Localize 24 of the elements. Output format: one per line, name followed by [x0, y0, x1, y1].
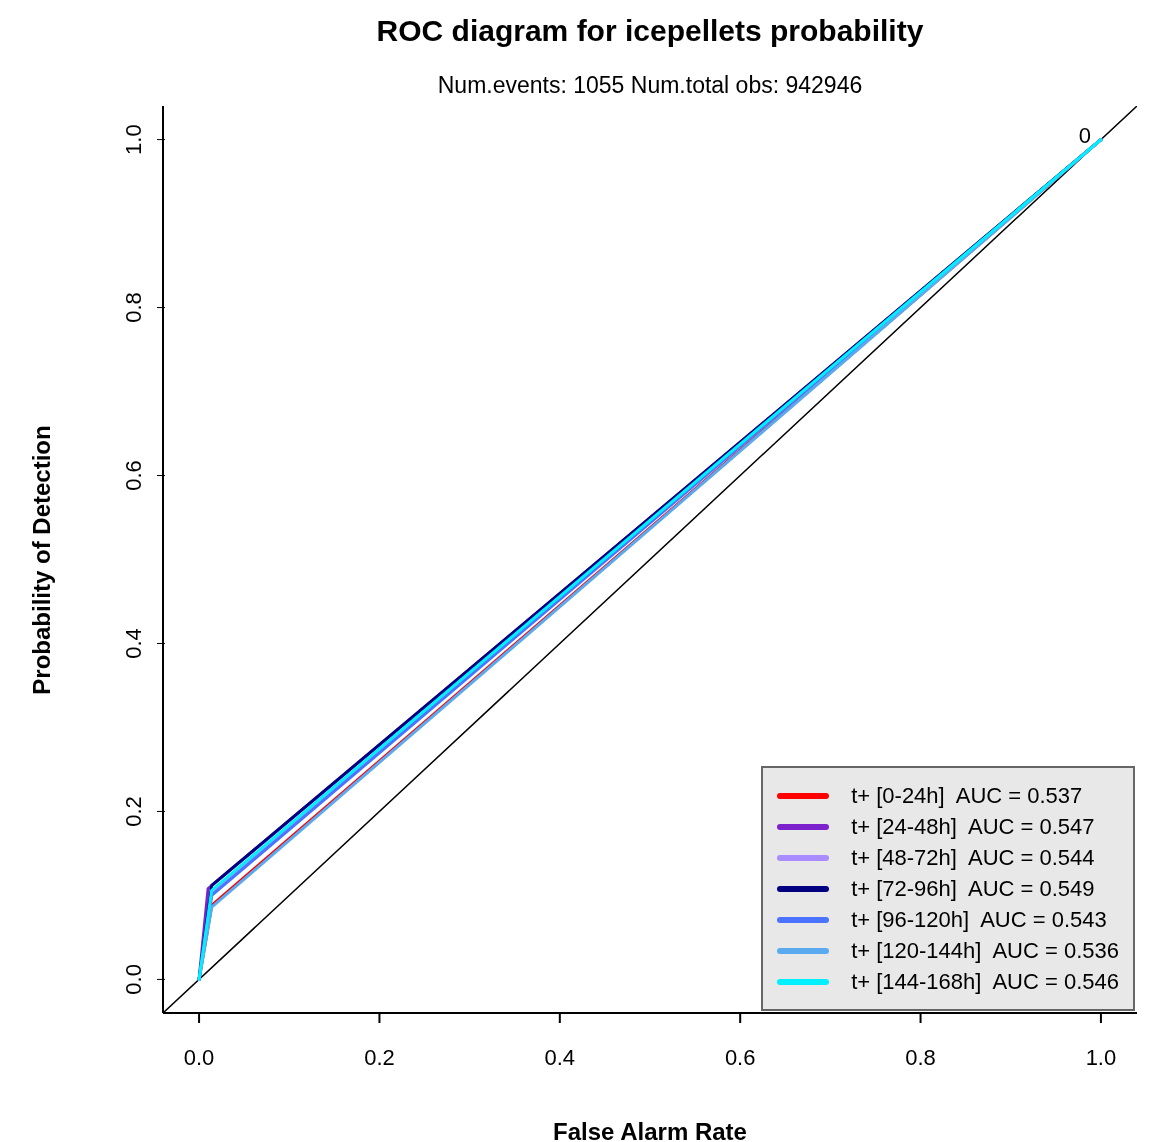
y-tick-label: 0.4: [121, 628, 146, 659]
legend-label: t+ [48-72h] AUC = 0.544: [851, 844, 1095, 871]
chart-subtitle: Num.events: 1055 Num.total obs: 942946: [436, 72, 864, 99]
x-tick-label: 0.2: [364, 1044, 395, 1070]
legend-label: t+ [24-48h] AUC = 0.547: [851, 813, 1095, 840]
x-tick-label: 0.4: [544, 1044, 576, 1070]
legend-label: t+ [120-144h] AUC = 0.536: [851, 937, 1119, 964]
chart-title: ROC diagram for icepellets probability: [375, 14, 925, 48]
x-axis-title: False Alarm Rate: [552, 1118, 748, 1142]
x-tick-label: 0.0: [183, 1044, 215, 1070]
legend-label: t+ [0-24h] AUC = 0.537: [851, 782, 1083, 809]
legend-label: t+ [96-120h] AUC = 0.543: [851, 906, 1107, 933]
y-tick-label: 1.0: [121, 124, 146, 155]
y-tick-label: 0.0: [121, 964, 146, 995]
x-tick-label: 0.6: [724, 1044, 756, 1070]
legend-label: t+ [144-168h] AUC = 0.546: [851, 968, 1119, 995]
y-tick-label: 0.6: [121, 460, 146, 491]
annotation: 0: [1078, 123, 1091, 149]
y-tick-label: 0.8: [121, 292, 146, 323]
y-axis-title: Probability of Detection: [28, 424, 56, 695]
y-tick-label: 0.2: [121, 796, 146, 827]
x-tick-label: 1.0: [1085, 1044, 1117, 1070]
legend-label: t+ [72-96h] AUC = 0.549: [851, 875, 1095, 902]
x-tick-label: 0.8: [905, 1044, 936, 1070]
